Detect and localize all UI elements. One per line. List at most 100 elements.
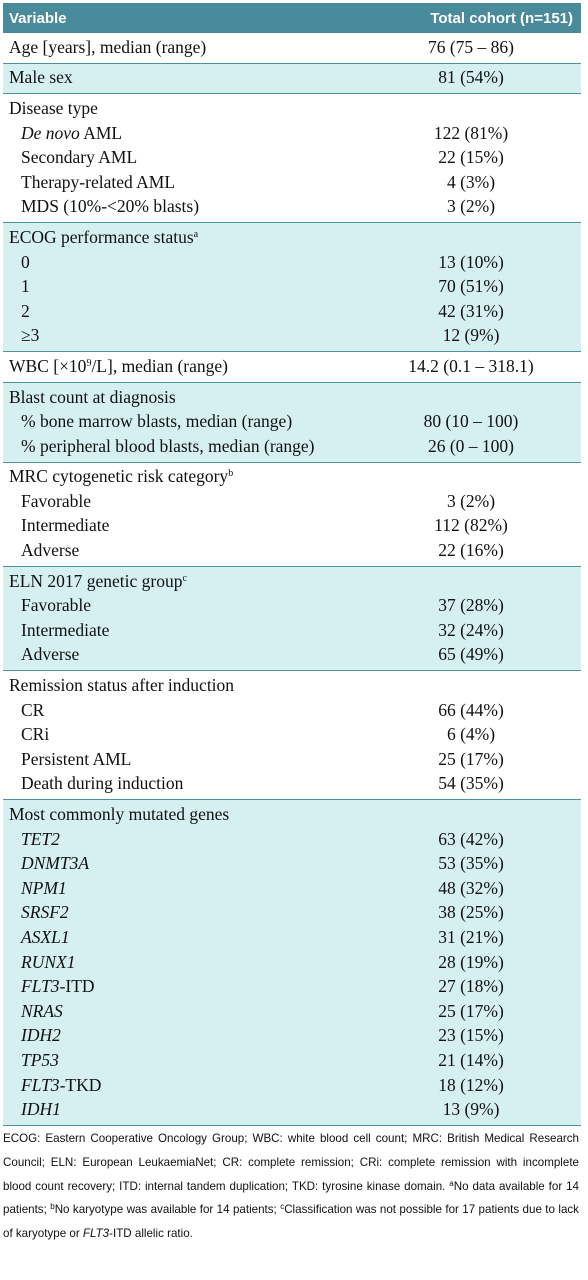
value: 3 (2%): [446, 490, 496, 511]
value: 18 (12%): [438, 1074, 504, 1095]
text: Adverse: [21, 540, 80, 561]
table-row: Secondary AML 22 (15%): [3, 145, 581, 170]
label: Most commonly mutated genes: [3, 804, 361, 825]
row-group: Most commonly mutated genes TET2 63 (42%) D…: [3, 800, 581, 1126]
group-title-row: Age [years], median (range) 76 (75 – 86): [3, 35, 581, 60]
table-row: FLT3-ITD 27 (18%): [3, 974, 581, 999]
group-title-row: ECOG performance statusa: [3, 225, 581, 250]
table-row: Persistent AML 25 (17%): [3, 747, 581, 772]
table-row: 2 42 (31%): [3, 299, 581, 324]
value: 37 (28%): [438, 595, 504, 616]
text: No data available for 14 patients;: [3, 1179, 579, 1217]
text: % bone marrow blasts, median (range): [21, 411, 293, 432]
text: 2: [21, 300, 30, 321]
text: Persistent AML: [21, 748, 132, 769]
text: No karyotype was available for 14 patien…: [54, 1203, 281, 1217]
value: 27 (18%): [438, 976, 504, 997]
row-group: Disease type De novo AML 122 (81%) Secondar…: [3, 94, 581, 224]
label: Male sex: [3, 67, 361, 88]
value: 63 (42%): [438, 828, 504, 849]
value: 21 (14%): [438, 1049, 504, 1070]
table-row: NPM1 48 (32%): [3, 876, 581, 901]
value: 26 (0 – 100): [427, 435, 515, 456]
table-row: MDS (10%-<20% blasts) 3 (2%): [3, 195, 581, 220]
label: RUNX1: [3, 952, 361, 973]
text: -ITD: [59, 976, 95, 997]
value: 32 (24%): [438, 619, 504, 640]
value: 4 (3%): [446, 171, 496, 192]
table-row: 1 70 (51%): [3, 274, 581, 299]
label: IDH2: [3, 1025, 361, 1046]
value: 14.2 (0.1 – 318.1): [408, 355, 534, 376]
label: Intermediate: [3, 620, 361, 641]
table-row: NRAS 25 (17%): [3, 999, 581, 1024]
value: 31 (21%): [438, 926, 504, 947]
text: Intermediate: [21, 619, 110, 640]
value: 38 (25%): [438, 902, 504, 923]
table-row: DNMT3A 53 (35%): [3, 851, 581, 876]
text: ECOG performance status: [9, 226, 194, 247]
row-group: Age [years], median (range) 76 (75 – 86): [3, 33, 581, 64]
value: 42 (31%): [438, 300, 504, 321]
label: Age [years], median (range): [3, 37, 361, 58]
label: Favorable: [3, 595, 361, 616]
label: 2: [3, 301, 361, 322]
superscript: a: [449, 1178, 454, 1188]
text: MRC cytogenetic risk category: [9, 466, 229, 487]
text: Favorable: [21, 595, 91, 616]
group-title-row: MRC cytogenetic risk categoryb: [3, 465, 581, 490]
value: 13 (9%): [442, 1099, 500, 1120]
table-row: IDH1 13 (9%): [3, 1097, 581, 1122]
value: 80 (10 – 100): [423, 411, 519, 432]
text: Classification was not possible for 17 p…: [3, 1203, 579, 1241]
label: Secondary AML: [3, 147, 361, 168]
table-row: ASXL1 31 (21%): [3, 925, 581, 950]
label: CR: [3, 700, 361, 721]
table: Variable Total cohort (n=151) Age [years…: [3, 3, 581, 1126]
label: MRC cytogenetic risk categoryb: [3, 466, 361, 487]
text: Most commonly mutated genes: [9, 804, 230, 825]
text: WBC [×10: [9, 355, 87, 376]
table-row: Intermediate 32 (24%): [3, 618, 581, 643]
value: 65 (49%): [438, 644, 504, 665]
label: 0: [3, 252, 361, 273]
italic-text: IDH2: [21, 1025, 61, 1046]
label: Therapy-related AML: [3, 172, 361, 193]
text: AML: [79, 122, 123, 143]
superscript: b: [228, 468, 234, 480]
italic-text: NPM1: [21, 877, 67, 898]
footnote: ECOG: Eastern Cooperative Oncology Group…: [3, 1127, 579, 1246]
table-row: % bone marrow blasts, median (range) 80 (…: [3, 409, 581, 434]
header-cell: Variable: [9, 9, 67, 27]
label: ELN 2017 genetic groupc: [3, 571, 361, 592]
table-row: SRSF2 38 (25%): [3, 901, 581, 926]
label: CRi: [3, 724, 361, 745]
italic-text: De novo: [21, 122, 80, 143]
table-row: % peripheral blood blasts, median (range…: [3, 434, 581, 459]
label: NRAS: [3, 1001, 361, 1022]
label: DNMT3A: [3, 853, 361, 874]
label: Disease type: [3, 98, 361, 119]
text: -TKD: [59, 1074, 102, 1095]
superscript: c: [182, 572, 187, 584]
label: NPM1: [3, 878, 361, 899]
table-row: Adverse 65 (49%): [3, 643, 581, 668]
table-row: CR 66 (44%): [3, 698, 581, 723]
row-group: MRC cytogenetic risk categoryb Favorable 3…: [3, 463, 581, 567]
text: 0: [21, 251, 30, 272]
group-title-row: WBC [×109/L], median (range) 14.2 (0.1 – …: [3, 354, 581, 379]
label: ECOG performance statusa: [3, 227, 361, 248]
value: 48 (32%): [438, 877, 504, 898]
italic-text: FLT3: [82, 1227, 110, 1241]
text: Adverse: [21, 644, 80, 665]
label: FLT3-TKD: [3, 1075, 361, 1096]
text: Therapy-related AML: [21, 171, 176, 192]
text: CRi: [21, 724, 50, 745]
italic-text: IDH1: [21, 1099, 61, 1120]
group-title-row: Male sex 81 (54%): [3, 66, 581, 91]
label: Death during induction: [3, 773, 361, 794]
superscript: 9: [86, 357, 92, 369]
text: 1: [21, 276, 30, 297]
label: Adverse: [3, 540, 361, 561]
